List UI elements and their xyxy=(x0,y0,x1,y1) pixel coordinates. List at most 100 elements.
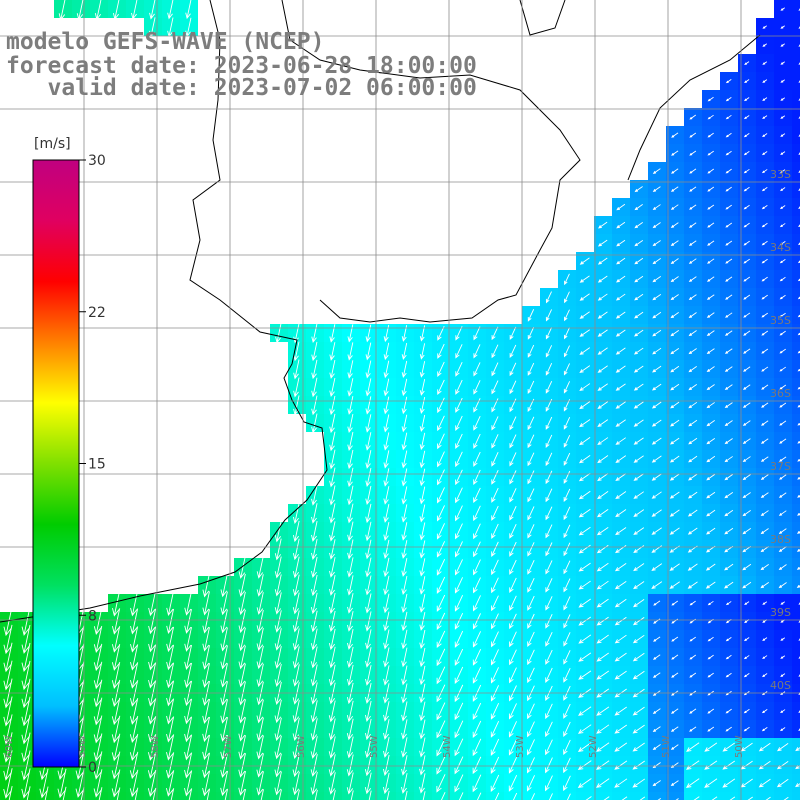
wind-arrow xyxy=(596,580,609,590)
wind-arrow xyxy=(256,609,264,633)
wind-arrow xyxy=(632,706,645,716)
wind-arrow xyxy=(760,510,769,517)
wind-arrow xyxy=(779,276,786,282)
wind-arrow xyxy=(705,563,716,571)
wind-arrow xyxy=(436,594,446,612)
wind-arrow xyxy=(596,706,610,716)
speed-cell xyxy=(792,504,800,522)
wind-arrow xyxy=(689,708,697,714)
speed-cell xyxy=(558,792,576,800)
wind-arrow xyxy=(220,734,228,760)
speed-cell xyxy=(792,270,800,288)
wind-arrow xyxy=(724,563,734,571)
wind-arrow xyxy=(725,150,732,156)
speed-cell xyxy=(792,108,800,126)
wind-arrow xyxy=(383,378,390,397)
wind-arrow xyxy=(491,523,499,539)
wind-arrow xyxy=(292,592,300,615)
wind-arrow xyxy=(419,432,426,451)
wind-arrow xyxy=(651,473,662,481)
speed-cell xyxy=(792,180,800,198)
wind-arrow xyxy=(614,562,627,572)
wind-arrow xyxy=(436,523,445,540)
wind-arrow xyxy=(578,508,591,518)
wind-arrow xyxy=(292,610,300,633)
wind-arrow xyxy=(743,366,751,372)
wind-arrow xyxy=(220,699,228,724)
wind-arrow xyxy=(742,420,751,426)
wind-arrow xyxy=(472,649,482,666)
wind-arrow xyxy=(742,456,751,463)
wind-arrow xyxy=(472,720,482,739)
wind-arrow xyxy=(454,577,463,594)
wind-arrow xyxy=(670,312,679,319)
wind-arrow xyxy=(365,557,372,578)
wind-arrow xyxy=(597,491,609,500)
wind-arrow xyxy=(633,581,645,590)
wind-arrow xyxy=(383,486,390,505)
wind-arrow xyxy=(292,520,300,543)
speed-cell xyxy=(792,414,800,432)
wind-arrow xyxy=(509,649,517,666)
wind-arrow xyxy=(473,398,481,413)
title-valid-date: valid date: 2023-07-02 06:00:00 xyxy=(6,75,477,101)
wind-arrow xyxy=(762,97,768,101)
wind-arrow xyxy=(707,708,715,714)
wind-arrow xyxy=(473,433,481,449)
wind-arrow xyxy=(706,348,715,355)
wind-arrow xyxy=(184,644,192,670)
wind-arrow xyxy=(401,342,408,360)
wind-arrow xyxy=(419,647,426,668)
wind-arrow xyxy=(563,632,571,647)
wind-arrow xyxy=(743,222,750,228)
wind-arrow xyxy=(545,434,553,448)
wind-arrow xyxy=(632,760,645,770)
colorbar-scale xyxy=(32,159,80,768)
wind-arrow xyxy=(383,557,390,578)
wind-arrow xyxy=(238,573,246,598)
wind-arrow xyxy=(689,204,697,210)
wind-arrow xyxy=(689,636,696,642)
wind-arrow xyxy=(224,788,229,800)
wind-arrow xyxy=(454,630,464,648)
wind-arrow xyxy=(596,562,609,572)
wind-arrow xyxy=(3,696,13,727)
wind-arrow xyxy=(545,488,553,503)
wind-arrow xyxy=(545,380,553,394)
wind-arrow xyxy=(707,600,714,606)
latitude-label: 36S xyxy=(770,387,791,400)
wind-arrow xyxy=(545,506,553,521)
wind-arrow xyxy=(545,775,553,792)
wind-arrow xyxy=(112,608,121,635)
wind-arrow xyxy=(742,528,751,535)
wind-arrow xyxy=(508,703,517,720)
wind-arrow xyxy=(563,596,571,611)
wind-arrow xyxy=(633,347,644,355)
wind-arrow xyxy=(545,452,553,467)
speed-cell xyxy=(792,702,800,720)
wind-arrow xyxy=(616,203,626,211)
wind-arrow xyxy=(292,664,300,687)
longitude-label: 56W xyxy=(296,735,307,758)
wind-arrow xyxy=(347,360,354,379)
wind-arrow xyxy=(292,556,300,579)
wind-arrow xyxy=(545,560,553,575)
wind-arrow xyxy=(80,786,85,800)
wind-arrow xyxy=(347,342,354,361)
wind-arrow xyxy=(437,397,445,414)
wind-arrow xyxy=(777,743,789,752)
speed-cell xyxy=(792,72,800,90)
wind-arrow xyxy=(670,744,679,750)
wind-arrow xyxy=(275,323,282,344)
wind-arrow xyxy=(744,601,750,606)
wind-arrow xyxy=(274,520,282,543)
wind-arrow xyxy=(761,312,769,318)
longitude-label: 58W xyxy=(150,735,161,758)
wind-arrow xyxy=(260,789,264,800)
wind-arrow xyxy=(669,563,680,571)
wind-arrow xyxy=(760,438,769,444)
wind-arrow xyxy=(111,661,121,689)
wind-arrow xyxy=(707,258,715,264)
wind-arrow xyxy=(711,796,718,800)
wind-arrow xyxy=(761,384,769,390)
